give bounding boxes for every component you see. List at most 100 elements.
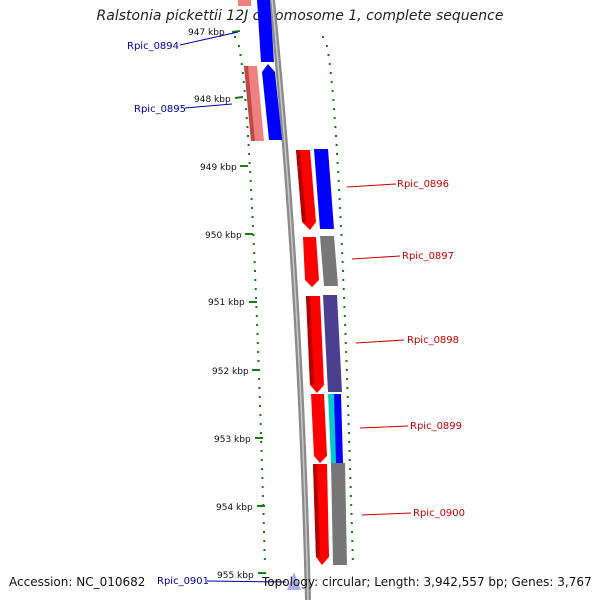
gc-right-dot xyxy=(347,414,350,416)
gc-right-dot xyxy=(329,72,332,74)
gc-left-dot xyxy=(261,486,264,488)
gene-label-rpic-0901[interactable]: Rpic_0901 xyxy=(157,576,209,587)
gc-left-dot xyxy=(256,324,259,326)
gc-left-dot xyxy=(250,198,253,200)
gc-left-dot xyxy=(258,396,261,398)
tick-label-953: 953 kbp xyxy=(214,435,251,445)
gc-left-dot xyxy=(253,252,256,254)
gc-left-dot xyxy=(242,81,245,83)
gene-label-rpic-0900[interactable]: Rpic_0900 xyxy=(413,508,465,519)
gc-left-dot xyxy=(255,297,258,299)
cog-block-rpic-0900 xyxy=(331,463,347,565)
gc-right-dot xyxy=(342,279,345,281)
cog-block-rpic-0897 xyxy=(320,236,338,286)
gene-label-rpic-0897[interactable]: Rpic_0897 xyxy=(402,251,454,262)
gc-right-dot xyxy=(344,333,347,335)
gc-right-dot xyxy=(350,504,353,506)
forward-strand-genes xyxy=(296,149,347,565)
gc-left-dot xyxy=(256,333,259,335)
gc-right-dot xyxy=(349,495,352,497)
gc-left-dot xyxy=(263,531,265,533)
gc-right-dot xyxy=(339,207,342,209)
gc-right-dot xyxy=(338,189,341,191)
gc-right-dot xyxy=(339,225,342,227)
gc-right-dot xyxy=(349,486,352,488)
gc-right-dot xyxy=(351,558,354,560)
gc-right-dot xyxy=(336,153,339,155)
gc-left-dot xyxy=(234,36,236,38)
gc-content-dots-left xyxy=(234,36,266,560)
gc-left-dot xyxy=(259,405,262,407)
gc-left-dot xyxy=(261,477,264,479)
gc-left-dot xyxy=(251,225,254,227)
gc-left-dot xyxy=(261,495,264,497)
gc-left-dot xyxy=(247,144,250,146)
tick-label-950: 950 kbp xyxy=(205,231,242,241)
gene-label-rpic-0896[interactable]: Rpic_0896 xyxy=(397,179,449,190)
gc-left-dot xyxy=(249,180,252,182)
gc-left-dot xyxy=(259,414,262,416)
gc-left-dot xyxy=(258,387,261,389)
gene-arrow-rpic-0897[interactable] xyxy=(303,237,319,287)
cog-block-rpic-0899-blue xyxy=(334,394,343,463)
gc-right-dot xyxy=(337,171,340,173)
gc-right-dot xyxy=(343,297,346,299)
gene-label-rpic-0895[interactable]: Rpic_0895 xyxy=(134,104,186,115)
tick-label-948: 948 kbp xyxy=(194,95,231,105)
gc-right-dot xyxy=(340,243,343,245)
gc-right-dot xyxy=(344,342,347,344)
gc-left-dot xyxy=(247,135,249,137)
gc-right-dot xyxy=(342,288,345,290)
gene-labels: Rpic_0894 Rpic_0895 Rpic_0896 Rpic_0897 … xyxy=(127,31,465,587)
gc-left-dot xyxy=(258,378,261,380)
gc-left-dot xyxy=(248,162,251,164)
gc-left-dot xyxy=(260,432,262,434)
gc-left-dot xyxy=(259,423,262,425)
gene-arrow-rpic-0895[interactable] xyxy=(262,64,282,140)
tick-label-949: 949 kbp xyxy=(200,163,237,173)
gc-left-dot xyxy=(257,360,260,362)
gc-left-dot xyxy=(255,315,258,317)
gene-label-rpic-0894[interactable]: Rpic_0894 xyxy=(127,41,179,52)
gc-right-dot xyxy=(327,54,330,56)
scale-ticks: 947 kbp 948 kbp 949 kbp 950 kbp 951 kbp … xyxy=(188,28,266,581)
gc-left-dot xyxy=(262,513,265,515)
cog-block-rpic-0898 xyxy=(323,295,342,392)
gc-right-dot xyxy=(335,135,337,137)
gc-left-dot xyxy=(249,171,252,173)
gc-left-dot xyxy=(262,522,265,524)
gene-label-rpic-0899[interactable]: Rpic_0899 xyxy=(410,421,462,432)
gc-right-dot xyxy=(336,162,339,164)
gc-left-dot xyxy=(245,117,248,119)
tick-label-954: 954 kbp xyxy=(216,503,253,513)
gc-left-dot xyxy=(245,108,248,110)
gc-right-dot xyxy=(347,405,350,407)
gc-left-dot xyxy=(252,234,255,236)
gc-right-dot xyxy=(351,549,354,551)
gc-left-dot xyxy=(260,450,263,452)
gc-left-dot xyxy=(252,243,255,245)
gc-right-dot xyxy=(346,396,349,398)
gc-left-dot xyxy=(254,270,256,272)
gene-label-rpic-0898[interactable]: Rpic_0898 xyxy=(407,335,459,346)
gc-right-dot xyxy=(343,306,346,308)
gc-right-dot xyxy=(348,450,351,452)
gene-arrow-rpic-0894[interactable] xyxy=(257,0,274,62)
gc-left-dot xyxy=(257,351,260,353)
gc-left-dot xyxy=(243,90,246,92)
gc-left-dot xyxy=(254,288,257,290)
gc-right-dot xyxy=(348,441,351,443)
gc-right-dot xyxy=(325,45,328,47)
gc-right-dot xyxy=(349,477,352,479)
tick-mark-948 xyxy=(234,96,244,99)
gc-right-dot xyxy=(351,531,353,533)
gc-right-dot xyxy=(322,36,324,38)
gc-left-dot xyxy=(251,216,254,218)
tick-label-947: 947 kbp xyxy=(188,28,225,38)
gc-right-dot xyxy=(330,81,333,83)
gene-arrow-rpic-0901[interactable] xyxy=(287,572,301,590)
gc-right-dot xyxy=(341,252,344,254)
gc-right-dot xyxy=(348,459,351,461)
gene-arrow-rpic-0899[interactable] xyxy=(311,394,327,463)
gc-right-dot xyxy=(332,99,335,101)
